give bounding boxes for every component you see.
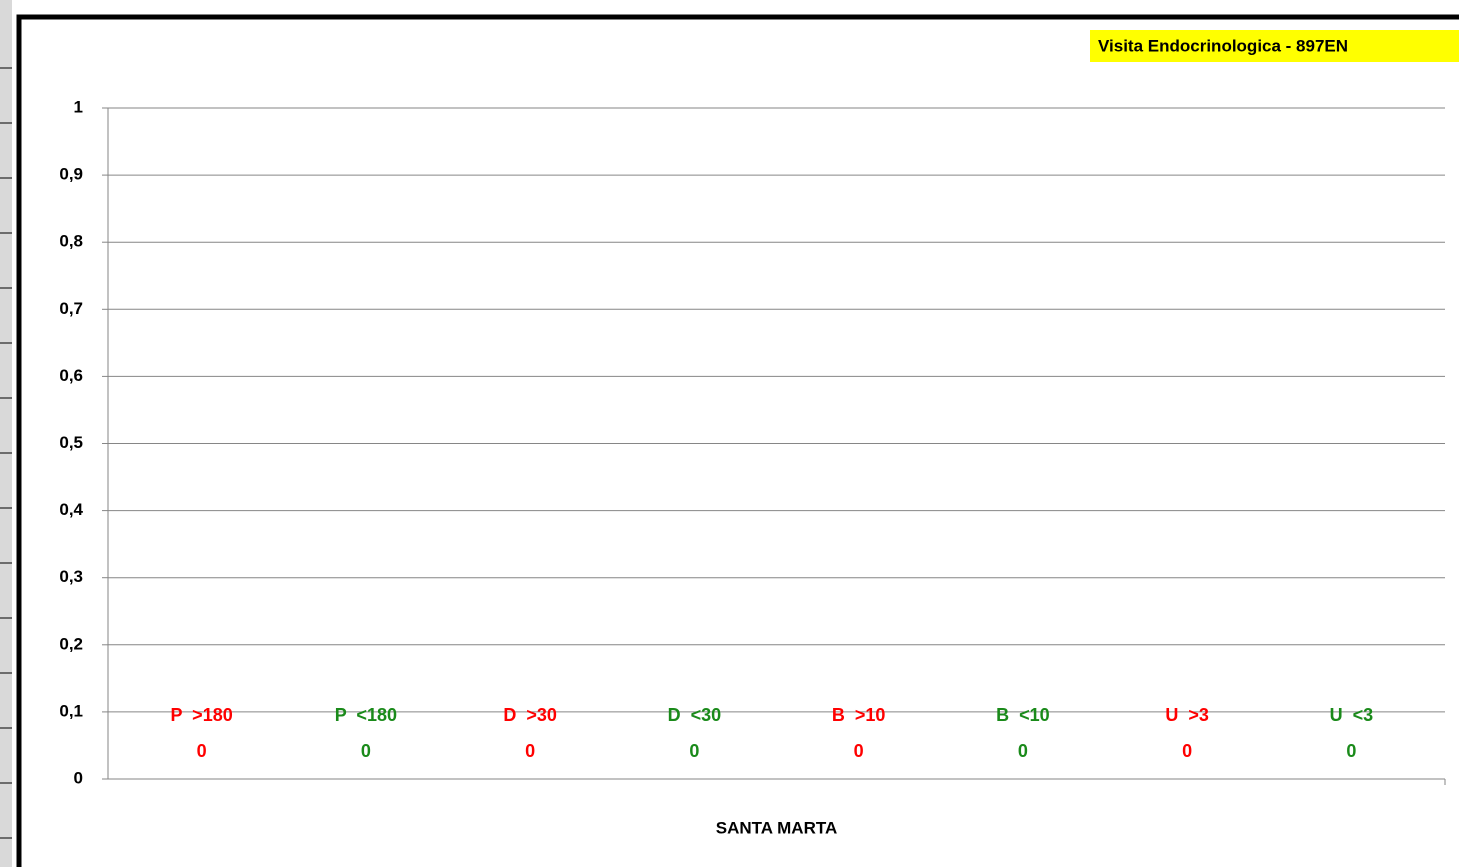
y-tick-label: 0,7 (59, 299, 83, 318)
data-label-value: 0 (525, 741, 535, 761)
chart-title: Visita Endocrinologica - 897EN (1098, 36, 1348, 55)
sheet-edge (0, 0, 12, 867)
y-tick-label: 0,1 (59, 701, 83, 720)
y-tick-label: 0,5 (59, 433, 83, 452)
y-tick-label: 0,9 (59, 165, 83, 184)
data-label-value: 0 (1346, 741, 1356, 761)
data-label-value: 0 (1182, 741, 1192, 761)
chart-frame (16, 14, 1459, 867)
data-label-name: B <10 (996, 705, 1050, 725)
y-tick-label: 0,6 (59, 366, 83, 385)
data-label-value: 0 (197, 741, 207, 761)
data-label-name: P <180 (335, 705, 397, 725)
data-label-name: U >3 (1165, 705, 1209, 725)
y-tick-label: 0,3 (59, 567, 83, 586)
data-label-value: 0 (689, 741, 699, 761)
data-label-value: 0 (361, 741, 371, 761)
data-label-name: D <30 (668, 705, 722, 725)
data-label-name: U <3 (1330, 705, 1374, 725)
data-label-value: 0 (1018, 741, 1028, 761)
x-tick-label: SANTA MARTA (716, 818, 838, 837)
y-tick-label: 0 (74, 768, 83, 787)
y-tick-label: 1 (74, 97, 83, 116)
data-label-name: P >180 (171, 705, 233, 725)
title-box (1090, 30, 1459, 62)
y-tick-label: 0,4 (59, 500, 83, 519)
data-label-name: D >30 (503, 705, 557, 725)
data-label-name: B >10 (832, 705, 886, 725)
y-tick-label: 0,2 (59, 634, 83, 653)
y-tick-label: 0,8 (59, 232, 83, 251)
data-label-value: 0 (854, 741, 864, 761)
